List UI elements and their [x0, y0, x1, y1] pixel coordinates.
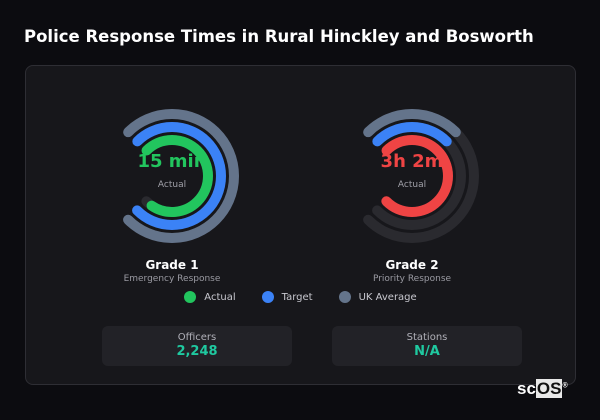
- legend-dot-icon: [338, 291, 351, 303]
- legend: Actual Target UK Average: [26, 291, 575, 303]
- legend-label: Actual: [204, 292, 236, 303]
- legend-item-actual: Actual: [184, 291, 236, 303]
- stat-officers: Officers 2,248: [102, 326, 292, 366]
- page-title: Police Response Times in Rural Hinckley …: [24, 27, 534, 46]
- legend-dot-icon: [184, 291, 197, 303]
- legend-dot-icon: [261, 291, 274, 303]
- gauge-desc: Emergency Response: [123, 274, 221, 284]
- stat-stations: Stations N/A: [332, 326, 522, 366]
- legend-item-uk-average: UK Average: [338, 291, 417, 303]
- target-ring-arc: [118, 122, 226, 230]
- legend-label: UK Average: [358, 292, 417, 303]
- actual-ring-arc: [131, 135, 213, 217]
- stat-value: 2,248: [176, 344, 218, 359]
- gauge-value: 3h 2m: [380, 151, 444, 172]
- legend-label: Target: [281, 292, 313, 303]
- gauge-grade-1: 15 min Actual Grade 1 Emergency Response: [102, 106, 242, 284]
- actual-ring-arc: [371, 135, 453, 217]
- stat-label: Officers: [177, 332, 217, 343]
- scos-logo: scOS®: [517, 379, 568, 398]
- gauge-value: 15 min: [137, 151, 207, 172]
- ring-chart-grade-1: [104, 108, 239, 243]
- gauge-name: Grade 2: [385, 258, 439, 272]
- gauge-sub: Actual: [157, 180, 187, 190]
- legend-item-target: Target: [261, 291, 313, 303]
- stat-value: N/A: [414, 344, 440, 359]
- stat-label: Stations: [406, 332, 448, 343]
- ring-chart-grade-2: [345, 108, 479, 243]
- response-card: 15 min Actual Grade 1 Emergency Response…: [25, 65, 576, 385]
- gauge-grade-2: 3h 2m Actual Grade 2 Priority Response: [342, 106, 482, 284]
- gauge-name: Grade 1: [145, 258, 199, 272]
- gauge-sub: Actual: [397, 180, 427, 190]
- uk-average-ring-arc: [104, 108, 239, 243]
- gauge-desc: Priority Response: [372, 274, 452, 284]
- uk-average-ring-arc: [345, 108, 479, 243]
- target-ring-arc: [358, 122, 466, 230]
